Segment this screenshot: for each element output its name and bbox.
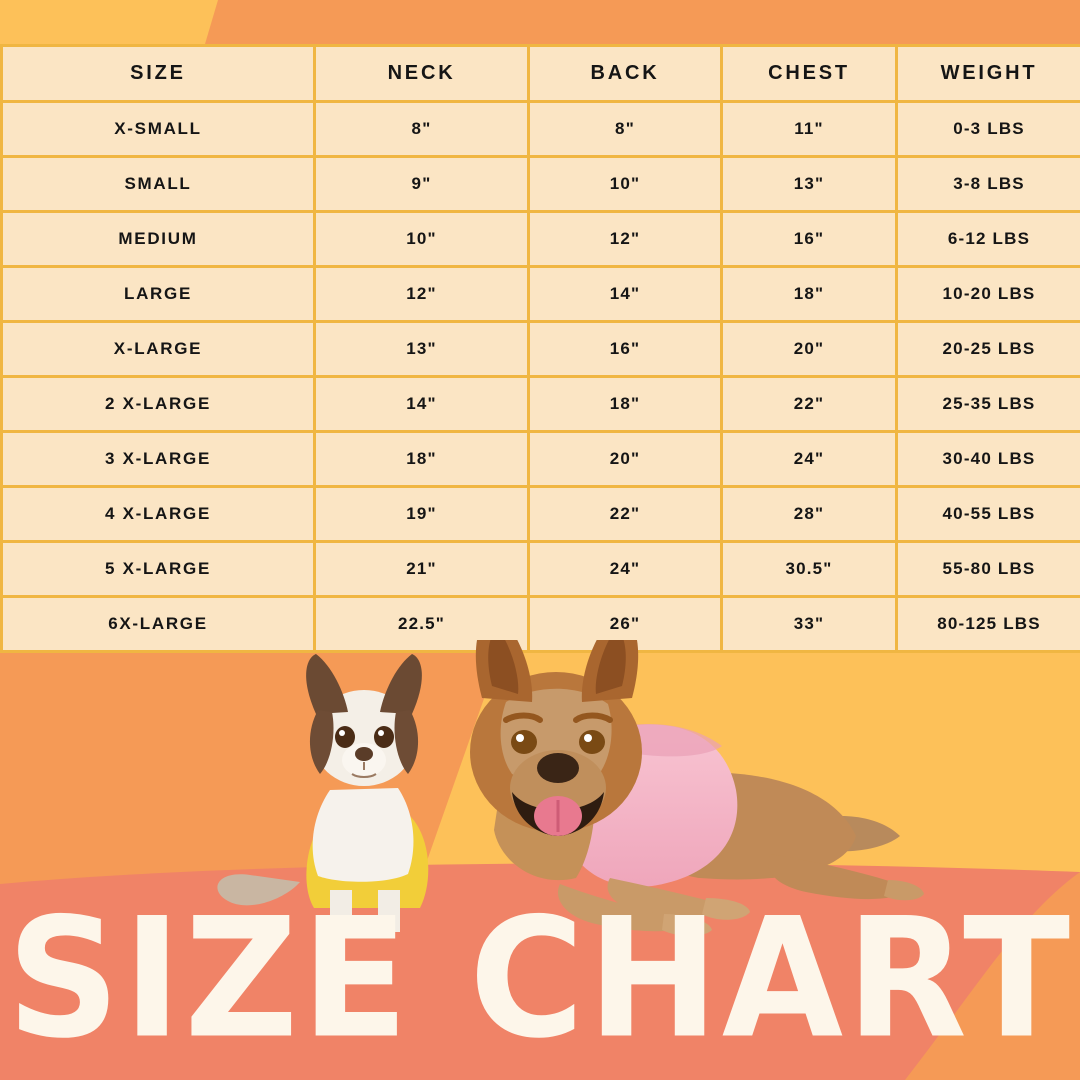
table-row: X-LARGE 13" 16" 20" 20-25 LBS (0, 320, 1080, 378)
cell-neck: 19" (313, 485, 530, 543)
cell-back: 18" (527, 375, 723, 433)
cell-neck: 14" (313, 375, 530, 433)
column-header-weight: WEIGHT (895, 44, 1080, 103)
cell-chest: 11" (720, 100, 898, 158)
cell-chest: 33" (720, 595, 898, 653)
cell-weight: 0-3 LBS (895, 100, 1080, 158)
cell-neck: 8" (313, 100, 530, 158)
table-header-row: SIZE NECK BACK CHEST WEIGHT (0, 44, 1080, 103)
cell-chest: 22" (720, 375, 898, 433)
column-header-size: SIZE (0, 44, 316, 103)
column-header-chest: CHEST (720, 44, 898, 103)
table-row: MEDIUM 10" 12" 16" 6-12 LBS (0, 210, 1080, 268)
cell-back: 12" (527, 210, 723, 268)
cell-chest: 24" (720, 430, 898, 488)
cell-back: 20" (527, 430, 723, 488)
cell-weight: 25-35 LBS (895, 375, 1080, 433)
column-header-neck: NECK (313, 44, 530, 103)
table-body: X-SMALL 8" 8" 11" 0-3 LBS SMALL 9" 10" 1… (0, 100, 1080, 653)
cell-neck: 21" (313, 540, 530, 598)
cell-chest: 18" (720, 265, 898, 323)
cell-back: 24" (527, 540, 723, 598)
cell-neck: 13" (313, 320, 530, 378)
cell-chest: 13" (720, 155, 898, 213)
cell-weight: 40-55 LBS (895, 485, 1080, 543)
cell-back: 14" (527, 265, 723, 323)
table-row: 2 X-LARGE 14" 18" 22" 25-35 LBS (0, 375, 1080, 433)
table-row: SMALL 9" 10" 13" 3-8 LBS (0, 155, 1080, 213)
size-chart-table: SIZE NECK BACK CHEST WEIGHT X-SMALL 8" 8… (0, 44, 1080, 653)
cell-neck: 9" (313, 155, 530, 213)
cell-weight: 3-8 LBS (895, 155, 1080, 213)
cell-size: X-SMALL (0, 100, 316, 158)
table-row: 6X-LARGE 22.5" 26" 33" 80-125 LBS (0, 595, 1080, 653)
table-row: 4 X-LARGE 19" 22" 28" 40-55 LBS (0, 485, 1080, 543)
cell-back: 26" (527, 595, 723, 653)
cell-chest: 28" (720, 485, 898, 543)
title-band: SIZE CHART (0, 880, 1080, 1080)
table-row: LARGE 12" 14" 18" 10-20 LBS (0, 265, 1080, 323)
cell-size: MEDIUM (0, 210, 316, 268)
cell-neck: 22.5" (313, 595, 530, 653)
cell-chest: 16" (720, 210, 898, 268)
cell-weight: 55-80 LBS (895, 540, 1080, 598)
cell-size: 4 X-LARGE (0, 485, 316, 543)
cell-neck: 18" (313, 430, 530, 488)
cell-chest: 20" (720, 320, 898, 378)
cell-size: 2 X-LARGE (0, 375, 316, 433)
cell-size: LARGE (0, 265, 316, 323)
cell-back: 8" (527, 100, 723, 158)
table-row: X-SMALL 8" 8" 11" 0-3 LBS (0, 100, 1080, 158)
cell-chest: 30.5" (720, 540, 898, 598)
cell-size: 3 X-LARGE (0, 430, 316, 488)
background-orange-top-wedge (205, 0, 1080, 44)
cell-neck: 10" (313, 210, 530, 268)
cell-weight: 30-40 LBS (895, 430, 1080, 488)
cell-back: 16" (527, 320, 723, 378)
cell-weight: 80-125 LBS (895, 595, 1080, 653)
background-coral-band (0, 863, 1080, 1080)
cell-size: X-LARGE (0, 320, 316, 378)
cell-size: SMALL (0, 155, 316, 213)
table-row: 5 X-LARGE 21" 24" 30.5" 55-80 LBS (0, 540, 1080, 598)
cell-neck: 12" (313, 265, 530, 323)
cell-back: 22" (527, 485, 723, 543)
cell-weight: 6-12 LBS (895, 210, 1080, 268)
cell-weight: 20-25 LBS (895, 320, 1080, 378)
column-header-back: BACK (527, 44, 723, 103)
cell-size: 6X-LARGE (0, 595, 316, 653)
cell-size: 5 X-LARGE (0, 540, 316, 598)
page-title: SIZE CHART (6, 883, 1074, 1076)
cell-back: 10" (527, 155, 723, 213)
cell-weight: 10-20 LBS (895, 265, 1080, 323)
size-chart-table-container: SIZE NECK BACK CHEST WEIGHT X-SMALL 8" 8… (0, 44, 1080, 653)
background-orange-right-wedge (905, 872, 1080, 1080)
table-row: 3 X-LARGE 18" 20" 24" 30-40 LBS (0, 430, 1080, 488)
